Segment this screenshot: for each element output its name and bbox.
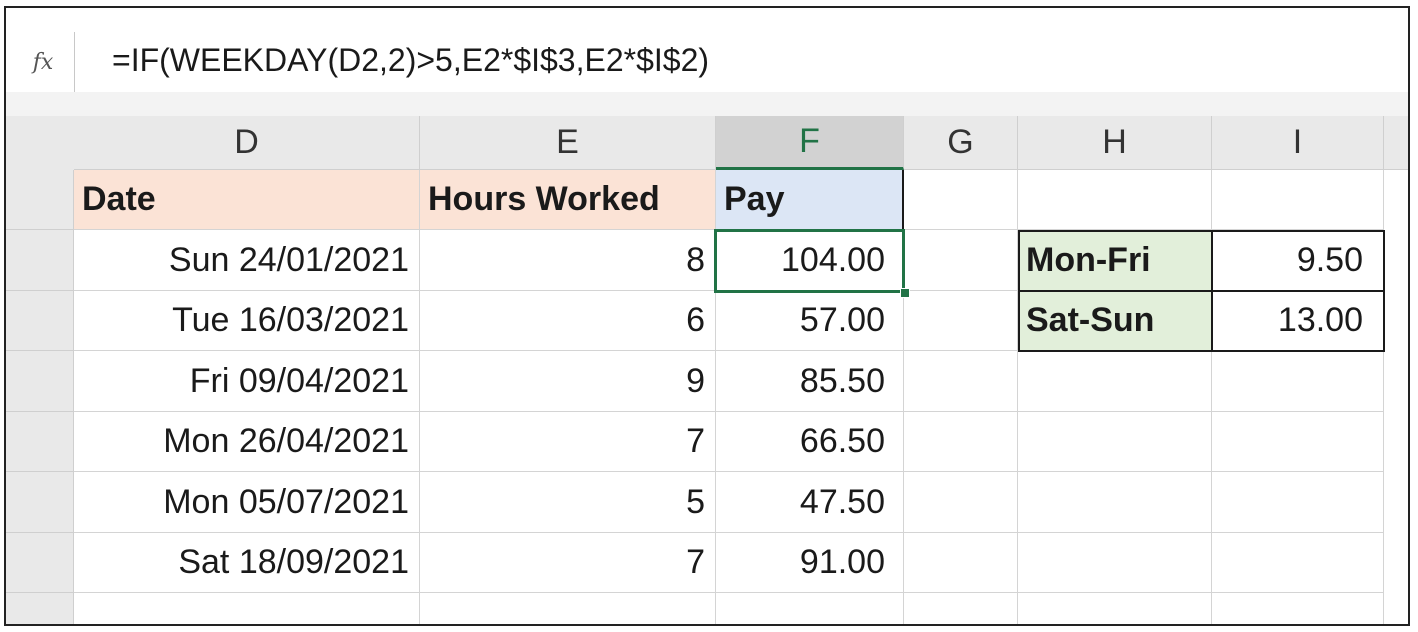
cell[interactable]: [1212, 472, 1384, 533]
cell[interactable]: [420, 593, 716, 624]
column-header-overflow: [1384, 116, 1408, 170]
hours-cell[interactable]: 7: [420, 412, 716, 472]
hours-cell[interactable]: 7: [420, 533, 716, 593]
spreadsheet-window: fx =IF(WEEKDAY(D2,2)>5,E2*$I$3,E2*$I$2) …: [4, 6, 1410, 626]
cell[interactable]: [1212, 351, 1384, 412]
cell[interactable]: [1018, 593, 1212, 624]
rate-table-divider: [1018, 290, 1385, 292]
column-header-g[interactable]: G: [904, 116, 1018, 170]
pay-cell[interactable]: 66.50: [716, 412, 904, 472]
pay-cell[interactable]: 47.50: [716, 472, 904, 533]
row-header[interactable]: [6, 412, 74, 472]
cell[interactable]: [1018, 351, 1212, 412]
cell[interactable]: [1212, 533, 1384, 593]
date-cell[interactable]: Mon 26/04/2021: [74, 412, 420, 472]
row-header[interactable]: [6, 230, 74, 291]
hours-cell[interactable]: 8: [420, 230, 716, 291]
select-all-corner[interactable]: [6, 116, 75, 171]
rate-label-mon-fri[interactable]: Mon-Fri: [1018, 230, 1212, 291]
date-cell[interactable]: Tue 16/03/2021: [74, 291, 420, 351]
row-header[interactable]: [6, 593, 74, 624]
cell[interactable]: [1018, 472, 1212, 533]
pay-cell[interactable]: 57.00: [716, 291, 904, 351]
rate-label-sat-sun[interactable]: Sat-Sun: [1018, 291, 1212, 351]
hours-cell[interactable]: 9: [420, 351, 716, 412]
column-header-d[interactable]: D: [74, 116, 420, 170]
row-header[interactable]: [6, 472, 74, 533]
cell[interactable]: [1212, 593, 1384, 624]
cell[interactable]: [904, 412, 1018, 472]
hours-cell[interactable]: 5: [420, 472, 716, 533]
cell[interactable]: [74, 593, 420, 624]
column-header-f[interactable]: F: [716, 116, 904, 170]
pay-cell[interactable]: 85.50: [716, 351, 904, 412]
date-cell[interactable]: Fri 09/04/2021: [74, 351, 420, 412]
cell[interactable]: [904, 170, 1018, 230]
pay-cell[interactable]: 91.00: [716, 533, 904, 593]
cell[interactable]: [1018, 533, 1212, 593]
cell[interactable]: [904, 593, 1018, 624]
formula-bar: fx =IF(WEEKDAY(D2,2)>5,E2*$I$3,E2*$I$2): [6, 8, 1408, 93]
formula-input[interactable]: =IF(WEEKDAY(D2,2)>5,E2*$I$3,E2*$I$2): [112, 42, 710, 78]
column-header-e[interactable]: E: [420, 116, 716, 170]
cell[interactable]: [904, 351, 1018, 412]
rate-value-sat-sun[interactable]: 13.00: [1212, 291, 1384, 351]
column-header-i[interactable]: I: [1212, 116, 1384, 170]
header-cell-pay[interactable]: Pay: [716, 170, 904, 230]
cell[interactable]: [1212, 412, 1384, 472]
cell[interactable]: [904, 230, 1018, 291]
fill-handle[interactable]: [900, 288, 910, 298]
column-header-h[interactable]: H: [1018, 116, 1212, 170]
date-cell[interactable]: Mon 05/07/2021: [74, 472, 420, 533]
cell[interactable]: [1018, 412, 1212, 472]
date-cell[interactable]: Sun 24/01/2021: [74, 230, 420, 291]
hours-cell[interactable]: 6: [420, 291, 716, 351]
formula-bar-divider: [6, 92, 1408, 117]
cell[interactable]: [716, 593, 904, 624]
rate-value-mon-fri[interactable]: 9.50: [1212, 230, 1384, 291]
row-header[interactable]: [6, 170, 74, 230]
cell[interactable]: [904, 533, 1018, 593]
row-header[interactable]: [6, 533, 74, 593]
header-cell-date[interactable]: Date: [74, 170, 420, 230]
function-icon[interactable]: fx: [12, 32, 75, 92]
cell[interactable]: [904, 291, 1018, 351]
header-cell-hours-worked[interactable]: Hours Worked: [420, 170, 716, 230]
row-header[interactable]: [6, 291, 74, 351]
cell[interactable]: [904, 472, 1018, 533]
date-cell[interactable]: Sat 18/09/2021: [74, 533, 420, 593]
pay-cell[interactable]: 104.00: [716, 230, 904, 291]
row-header[interactable]: [6, 351, 74, 412]
cell[interactable]: [1018, 170, 1212, 230]
cell[interactable]: [1212, 170, 1384, 230]
